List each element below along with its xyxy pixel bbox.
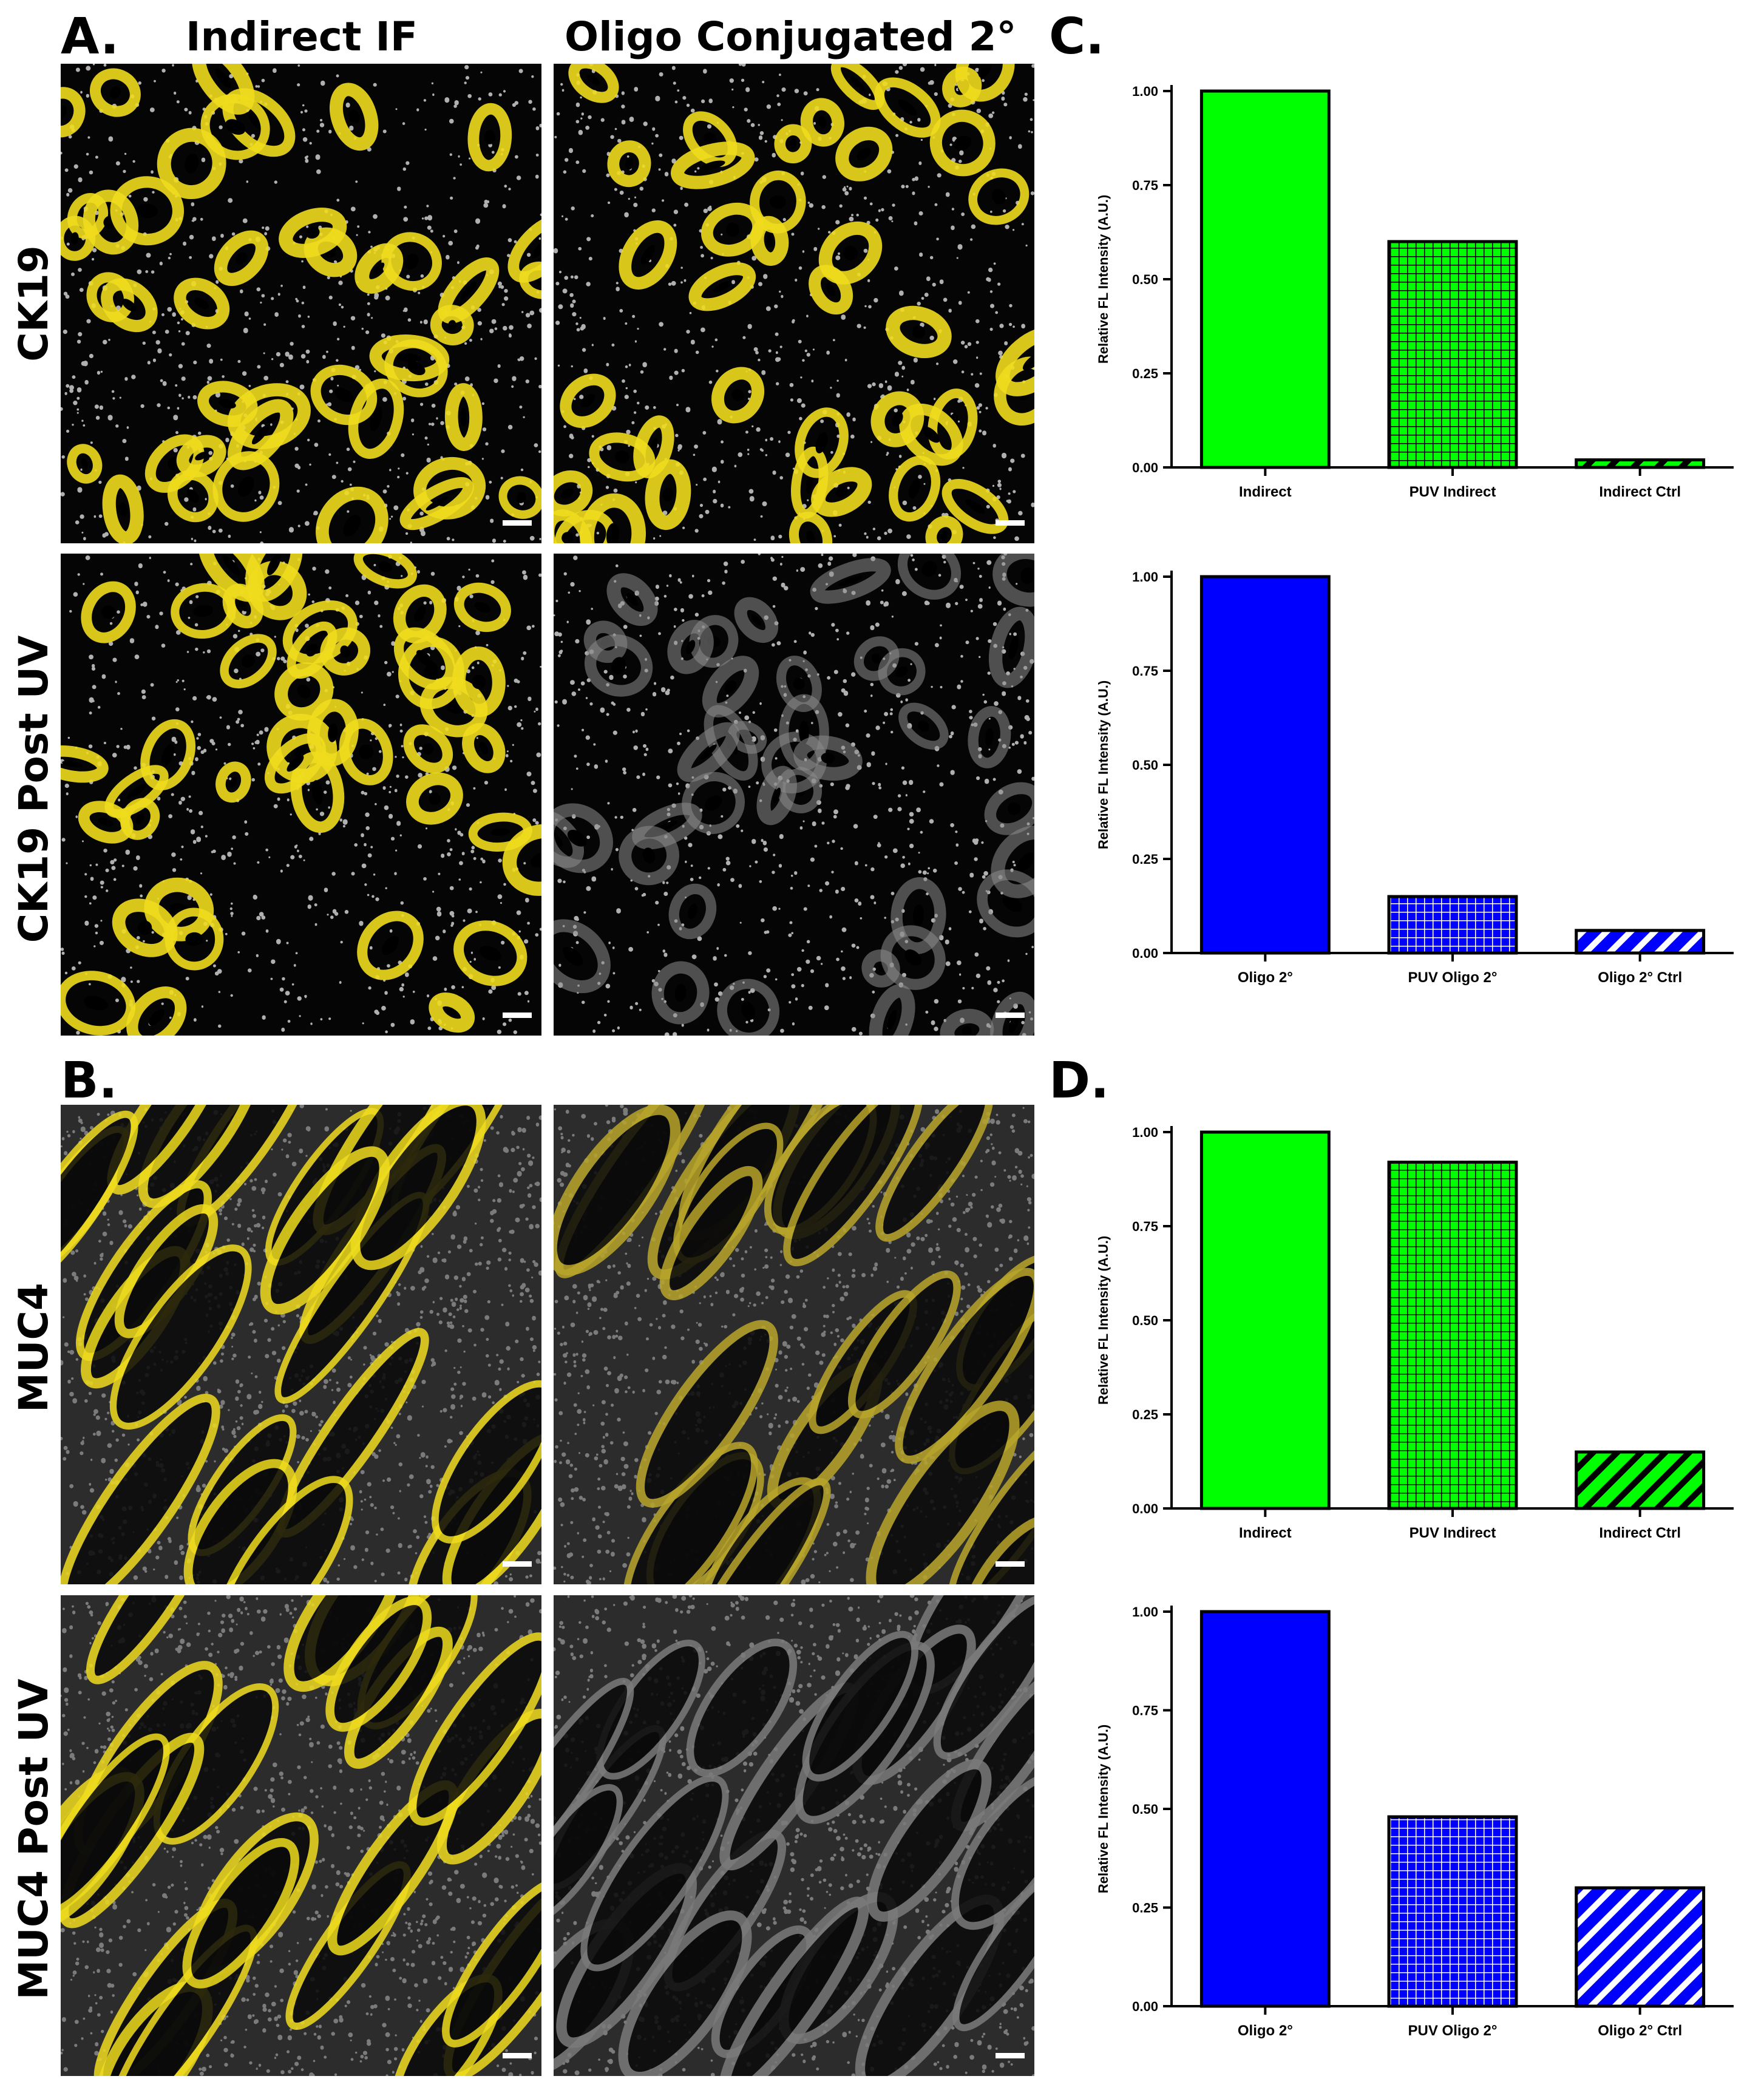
micrograph-drawing: [61, 1595, 541, 2076]
bar: [1199, 1610, 1331, 2008]
micrograph-muc4-post-uv-oligo: [554, 1595, 1034, 2076]
micrograph-ck19-post-uv-indirect: [61, 554, 541, 1036]
panel-label-a: A.: [61, 8, 120, 66]
y-axis-label: Relative FL Intensity (A.U.): [1096, 195, 1111, 364]
row-label-ck19: CK19: [10, 245, 57, 362]
panel-label-d: D.: [1049, 1052, 1110, 1110]
bar-chart-muc4-oligo: Relative FL Intensity (A.U.) 0.00 0.25 0.50…: [1050, 1581, 1764, 2085]
row-label-ck19-post-uv: CK19 Post UV: [10, 635, 57, 943]
row-label-muc4: MUC4: [10, 1283, 57, 1413]
panel-label-c: C.: [1049, 8, 1105, 66]
scale-bar: [996, 2053, 1025, 2058]
bar: [1575, 458, 1706, 469]
x-tick-label: Oligo 2° Ctrl: [1598, 969, 1682, 986]
x-tick-label: Oligo 2°: [1238, 969, 1293, 986]
x-tick-label: Oligo 2°: [1238, 2023, 1293, 2039]
x-tick-label: Indirect: [1239, 1525, 1292, 1541]
chart-svg: Relative FL Intensity (A.U.) 0.00 0.25 0.50…: [1096, 84, 1734, 500]
y-tick-label: 0.75: [1132, 1219, 1158, 1234]
y-tick-label: 0.00: [1132, 1501, 1158, 1516]
x-tick-label: PUV Oligo 2°: [1408, 2023, 1498, 2039]
micrograph-muc4-oligo: [554, 1105, 1034, 1584]
y-tick-label: 0.25: [1132, 1901, 1158, 1916]
y-axis-label: Relative FL Intensity (A.U.): [1096, 1725, 1111, 1893]
y-tick-label: 1.00: [1132, 1604, 1158, 1620]
panel-label-b: B.: [61, 1052, 118, 1110]
y-tick-label: 0.25: [1132, 852, 1158, 867]
scale-bar: [996, 520, 1025, 526]
chart-svg: Relative FL Intensity (A.U.) 0.00 0.25 0.50…: [1096, 569, 1734, 986]
micrograph-ck19-post-uv-oligo: [554, 554, 1034, 1036]
micrograph-drawing: [61, 554, 541, 1036]
x-tick-label: Indirect Ctrl: [1599, 1525, 1681, 1541]
bar: [1199, 89, 1331, 469]
micrograph-ck19-oligo: [554, 64, 1034, 543]
y-tick-label: 1.00: [1132, 84, 1158, 99]
bar-chart-ck19-oligo: Relative FL Intensity (A.U.) 0.00 0.25 0.50…: [1050, 546, 1764, 1032]
bar: [1387, 1815, 1518, 2008]
micrograph-drawing: [554, 1105, 1034, 1584]
scale-bar: [503, 1561, 532, 1567]
y-tick-label: 0.50: [1132, 758, 1158, 773]
scale-bar: [996, 1013, 1025, 1018]
bar-chart-muc4-indirect: Relative FL Intensity (A.U.) 0.00 0.25 0.50…: [1050, 1102, 1764, 1587]
scale-bar: [503, 1013, 532, 1018]
scale-bar: [503, 2053, 532, 2058]
bar: [1387, 240, 1518, 469]
chart-svg: Relative FL Intensity (A.U.) 0.00 0.25 0.50…: [1096, 1604, 1734, 2039]
micrograph-muc4-indirect: [61, 1105, 541, 1584]
y-tick-label: 0.50: [1132, 272, 1158, 287]
micrograph-drawing: [61, 64, 541, 543]
y-tick-label: 0.50: [1132, 1313, 1158, 1328]
x-tick-label: PUV Oligo 2°: [1408, 969, 1498, 986]
y-axis-label: Relative FL Intensity (A.U.): [1096, 1236, 1111, 1405]
y-tick-label: 1.00: [1132, 569, 1158, 585]
x-tick-label: Indirect Ctrl: [1599, 484, 1681, 500]
bar: [1575, 1886, 1706, 2008]
y-tick-label: 0.75: [1132, 663, 1158, 679]
y-tick-label: 0.50: [1132, 1802, 1158, 1817]
x-tick-label: PUV Indirect: [1410, 1525, 1496, 1541]
y-tick-label: 0.75: [1132, 1703, 1158, 1718]
y-tick-label: 0.00: [1132, 946, 1158, 961]
y-tick-label: 0.25: [1132, 366, 1158, 381]
y-tick-label: 0.75: [1132, 178, 1158, 193]
y-tick-label: 1.00: [1132, 1125, 1158, 1140]
y-tick-label: 0.00: [1132, 460, 1158, 475]
y-tick-label: 0.25: [1132, 1407, 1158, 1422]
bar-chart-ck19-indirect: Relative FL Intensity (A.U.) 0.00 0.25 0.50…: [1050, 61, 1764, 546]
bar: [1199, 575, 1331, 955]
x-tick-label: PUV Indirect: [1410, 484, 1496, 500]
scale-bar: [503, 520, 532, 526]
micrograph-drawing: [554, 64, 1034, 543]
x-tick-label: Indirect: [1239, 484, 1292, 500]
micrograph-muc4-post-uv-indirect: [61, 1595, 541, 2076]
column-title-indirect: Indirect IF: [186, 13, 418, 60]
micrograph-drawing: [61, 1105, 541, 1584]
y-tick-label: 0.00: [1132, 1999, 1158, 2014]
micrograph-drawing: [554, 554, 1034, 1036]
chart-svg: Relative FL Intensity (A.U.) 0.00 0.25 0.50…: [1096, 1125, 1734, 1541]
y-axis-label: Relative FL Intensity (A.U.): [1096, 680, 1111, 849]
micrograph-ck19-indirect: [61, 64, 541, 543]
bar: [1387, 1161, 1518, 1510]
bar: [1575, 1450, 1706, 1510]
bar: [1199, 1130, 1331, 1510]
x-tick-label: Oligo 2° Ctrl: [1598, 2023, 1682, 2039]
micrograph-drawing: [554, 1595, 1034, 2076]
bar: [1575, 929, 1706, 955]
column-title-oligo: Oligo Conjugated 2°: [565, 13, 1017, 60]
scale-bar: [996, 1561, 1025, 1567]
row-label-muc4-post-uv: MUC4 Post UV: [10, 1678, 57, 2000]
bar: [1387, 895, 1518, 955]
